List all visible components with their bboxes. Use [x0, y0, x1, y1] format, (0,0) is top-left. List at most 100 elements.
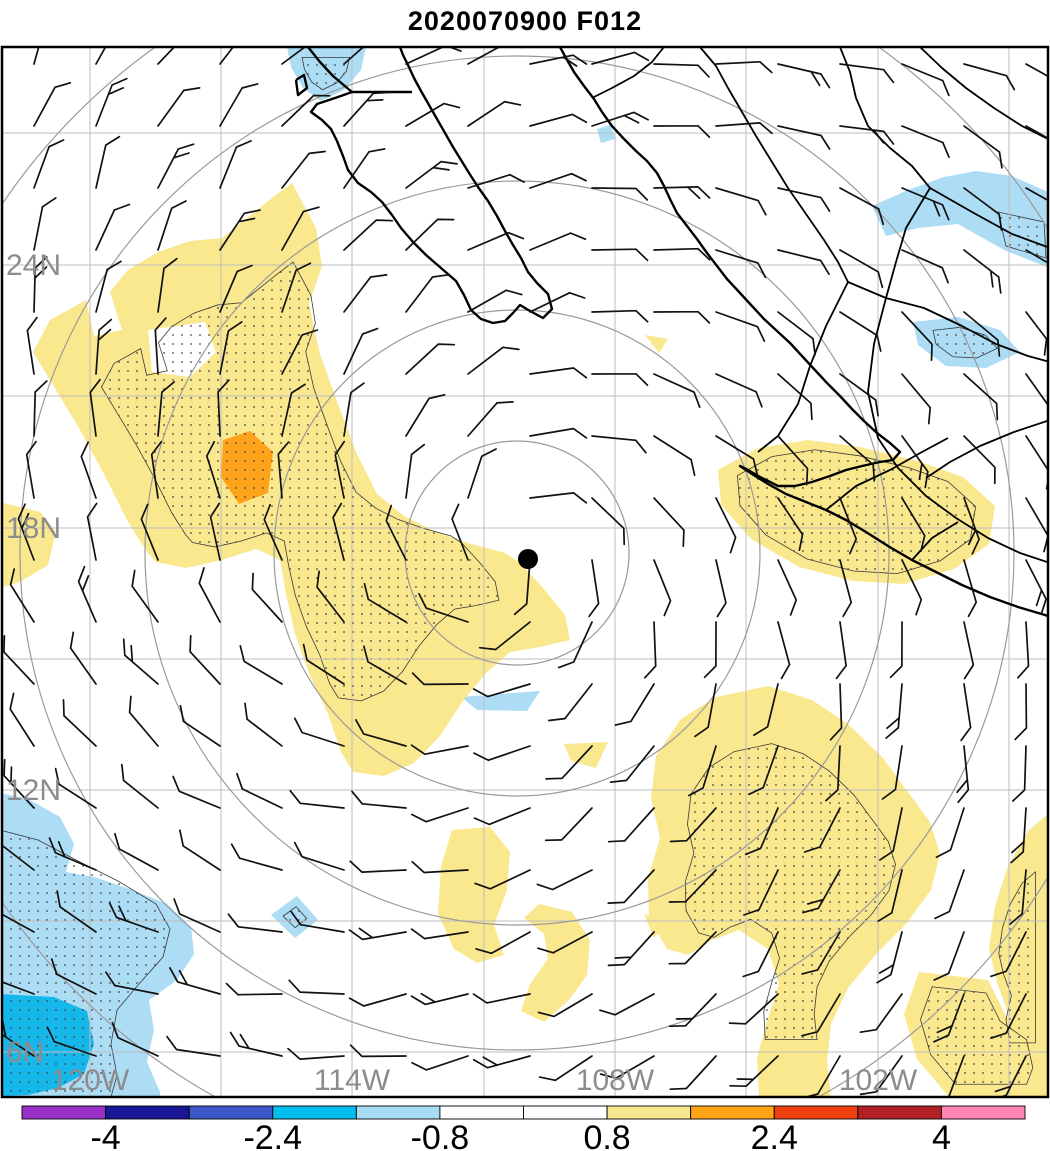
- longitude-label: 120W: [51, 1064, 130, 1097]
- wind-barb: [935, 807, 965, 859]
- wind-barb: [95, 203, 131, 251]
- wind-barb: [743, 869, 779, 916]
- wind-barb: [467, 231, 525, 251]
- wind-barb: [25, 440, 37, 499]
- range-ring: [19, 55, 1015, 1051]
- wind-barb: [599, 993, 655, 1016]
- state-border: [885, 187, 931, 299]
- wind-barb: [801, 931, 841, 975]
- wind-barb: [334, 440, 346, 499]
- wind-barb: [157, 143, 195, 189]
- wind-barb: [839, 125, 895, 145]
- wind-barb: [715, 249, 767, 279]
- positive-anomaly-west-main-stipple: [101, 261, 500, 702]
- wind-barb: [332, 502, 345, 561]
- state-border: [911, 521, 959, 561]
- wind-barb: [48, 837, 97, 871]
- wind-barb: [189, 634, 221, 685]
- wind-barb: [128, 695, 159, 747]
- wind-barb: [901, 249, 949, 284]
- wind-barb: [219, 321, 243, 375]
- wind-barb: [467, 289, 523, 313]
- colorbar-segment: [188, 1105, 274, 1120]
- wind-barb: [839, 559, 853, 618]
- mainland-coast: [558, 47, 1048, 618]
- state-border: [825, 437, 949, 511]
- wind-barb: [111, 1021, 159, 1057]
- wind-barb: [473, 745, 531, 762]
- wind-barb: [1014, 683, 1028, 741]
- cedros-island: [294, 73, 309, 97]
- positive-anomaly-blob-d: [438, 827, 510, 963]
- wind-barb: [653, 310, 711, 324]
- wind-barb: [947, 1055, 965, 1097]
- wind-barb: [217, 379, 230, 437]
- wind-barb: [209, 502, 221, 561]
- wind-barb: [411, 1055, 469, 1071]
- colorbar-tick-label: 4: [932, 1119, 951, 1151]
- longitude-label: 102W: [839, 1064, 918, 1097]
- wind-barb: [990, 931, 1027, 978]
- colorbar-segment: [21, 1105, 107, 1120]
- wind-barb: [95, 47, 107, 65]
- wind-barb: [131, 569, 159, 623]
- wind-barb: [801, 993, 841, 1037]
- wind-barb: [411, 807, 469, 823]
- wind-barb: [281, 150, 326, 189]
- wind-barb: [54, 767, 97, 809]
- wind-barb: [591, 111, 649, 127]
- wind-barb: [405, 218, 455, 251]
- colorbar-tick-label: -0.8: [411, 1119, 470, 1151]
- wind-barb: [859, 1055, 903, 1096]
- wind-barb: [2, 981, 35, 995]
- wind-barb: [1025, 125, 1048, 140]
- wind-barb: [198, 567, 221, 623]
- colorbar-segment: [105, 1105, 190, 1120]
- wind-barb: [33, 197, 57, 251]
- wind-barb: [1009, 869, 1027, 925]
- wind-barb: [157, 381, 176, 437]
- wind-barb: [901, 497, 926, 553]
- wind-barb: [668, 931, 717, 965]
- wind-barb: [140, 503, 159, 561]
- wind-barb: [405, 47, 462, 65]
- wind-barb: [281, 94, 331, 127]
- wind-barb: [157, 200, 187, 251]
- wind-barb: [643, 621, 657, 679]
- wind-barb: [715, 559, 727, 618]
- wind-barb: [715, 435, 759, 476]
- wind-barb: [150, 440, 163, 499]
- wind-barb: [885, 683, 903, 739]
- wind-barb: [405, 102, 461, 127]
- wind-barb: [548, 683, 593, 722]
- wind-barb: [591, 435, 647, 454]
- wind-barb: [839, 435, 876, 482]
- wind-barb: [901, 63, 950, 97]
- wind-barb: [343, 219, 394, 251]
- wind-barb: [105, 971, 159, 995]
- colorbar-segment: [773, 1105, 859, 1120]
- wind-barb: [287, 1047, 345, 1060]
- wind-barb: [557, 621, 593, 669]
- wind-barb: [316, 570, 345, 623]
- colorbar-tick-label: 2.4: [751, 1119, 798, 1151]
- wind-barb: [614, 683, 655, 726]
- wind-barb: [219, 47, 235, 65]
- wind-barb: [1025, 435, 1048, 490]
- wind-barb: [157, 87, 201, 127]
- wind-barb: [33, 47, 40, 65]
- wind-barb: [839, 187, 885, 226]
- wind-barb: [251, 572, 283, 623]
- wind-barb: [410, 744, 469, 756]
- wind-barb: [669, 807, 717, 843]
- wind-barb: [343, 327, 379, 375]
- negative-anomaly-topright-a: [872, 171, 1048, 268]
- wind-barb: [46, 1026, 97, 1057]
- wind-barb: [529, 113, 588, 127]
- wind-barb: [95, 135, 121, 189]
- colorbar-segment: [690, 1105, 775, 1120]
- wind-barb: [653, 247, 711, 261]
- wind-barb: [889, 621, 903, 679]
